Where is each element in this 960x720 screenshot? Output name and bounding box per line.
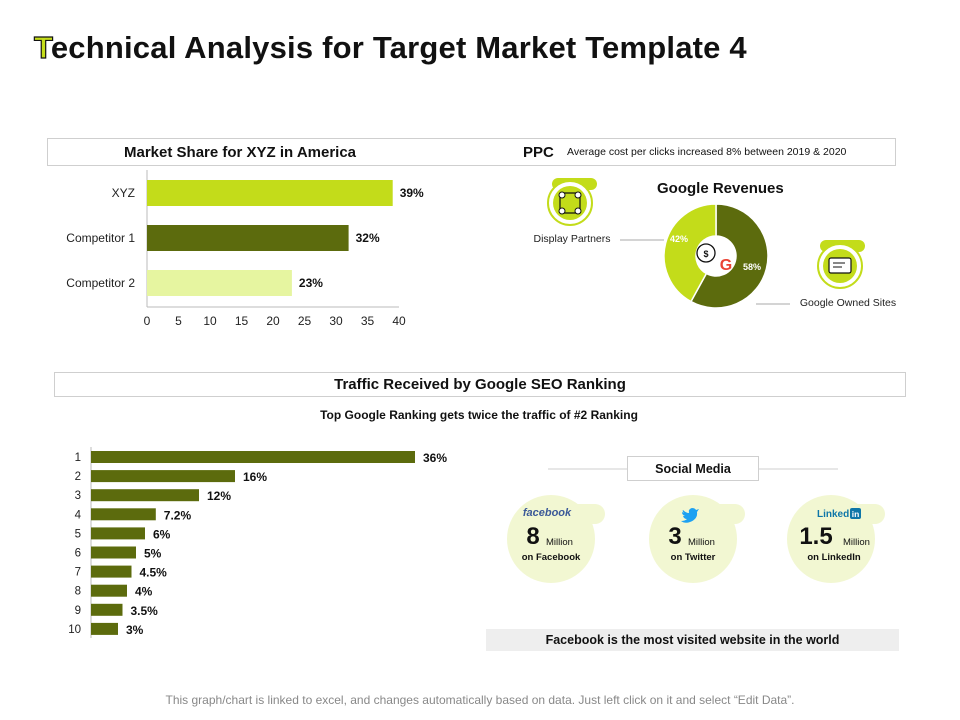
market-share-category-0: XYZ [112,186,135,200]
market-share-x-tick-1: 5 [175,314,182,328]
facebook-unit: Million [546,537,573,548]
network-node-1 [574,191,582,199]
market-share-x-tick-7: 35 [361,314,375,328]
google-owned-label: Google Owned Sites [800,297,896,309]
market-share-x-tick-6: 30 [329,314,343,328]
seo-header: Traffic Received by Google SEO Ranking [334,376,626,393]
seo-category-7: 8 [75,586,81,598]
seo-value-label-3: 7.2% [164,508,192,522]
market-share-x-tick-8: 40 [392,314,406,328]
seo-bar-3 [91,508,156,521]
ppc-description: Average cost per clicks increased 8% bet… [567,146,847,158]
seo-bar-5 [91,546,136,559]
seo-value-label-1: 16% [243,470,267,484]
page-title: Technical Analysis for Target Market Tem… [33,29,747,66]
market-share-chart: XYZ 39% Competitor 1 32% Competitor 2 23% 0 5 10… [66,170,424,328]
seo-bar-4 [91,527,145,540]
market-share-value-label-1: 32% [356,231,380,245]
market-share-category-2: Competitor 2 [66,276,135,290]
display-partners-label: Display Partners [533,233,610,245]
seo-category-2: 3 [75,490,81,502]
seo-category-9: 10 [68,624,81,636]
seo-value-label-7: 4% [135,585,153,599]
seo-category-0: 1 [75,452,81,464]
seo-bar-0 [91,451,415,463]
twitter-number: 3 [668,523,681,550]
google-revenues-label-0: 42% [670,234,688,244]
twitter-caption: on Twitter [671,552,716,563]
seo-ranking-chart: 1 36% 2 16% 3 12% 4 7.2% 5 6% 6 5% 7 4.5% 8 4% 9 3.5% 10 3% [68,447,447,638]
market-share-bar-1 [147,225,349,251]
network-icon [559,192,581,214]
linkedin-caption: on LinkedIn [807,552,861,563]
seo-header-box [54,372,906,397]
seo-category-8: 9 [75,605,81,617]
seo-value-label-9: 3% [126,623,144,637]
network-node-0 [558,191,566,199]
market-share-x-tick-2: 10 [203,314,217,328]
linkedin-in-box [850,508,861,519]
network-node-3 [574,207,582,215]
google-revenues-slice-0 [663,203,717,303]
facebook-caption: on Facebook [522,552,581,563]
market-share-title: Market Share for XYZ in America [124,144,357,161]
seo-value-label-0: 36% [423,451,447,465]
footer-note: This graph/chart is linked to excel, and… [165,693,795,707]
google-revenues-chart: 42% 58% $ G Display Partners Google Owned Sit… [533,178,896,309]
title-text: echnical Analysis for Target Market Temp… [50,30,747,65]
market-share-x-tick-3: 15 [235,314,249,328]
twitter-unit: Million [688,537,715,548]
svg-text:in: in [852,509,860,519]
certificate-icon [828,257,852,274]
linkedin-stat: Linked in 1.5 Million on LinkedIn [787,495,885,583]
seo-subtitle: Top Google Ranking gets twice the traffi… [320,408,638,422]
seo-category-4: 5 [75,528,81,540]
market-share-value-label-0: 39% [400,186,424,200]
twitter-bird-icon [681,508,699,523]
google-revenues-title: Google Revenues [657,180,784,197]
seo-category-6: 7 [75,567,81,579]
seo-category-5: 6 [75,548,81,560]
money-bag-symbol: $ [703,249,708,259]
seo-bar-1 [91,470,235,483]
ppc-label: PPC [523,144,554,161]
twitter-stat: 3 Million on Twitter [649,495,745,583]
linkedin-unit: Million [843,537,870,548]
social-circles: facebook 8 Million on Facebook 3 Million… [507,495,885,583]
title-first-letter: T [33,29,51,65]
google-g-icon: G [720,257,732,274]
seo-bar-8 [91,603,123,616]
seo-bar-6 [91,565,132,578]
facebook-stat: facebook 8 Million on Facebook [507,495,605,583]
seo-bar-7 [91,584,127,597]
seo-value-label-6: 4.5% [140,566,168,580]
linkedin-number: 1.5 [799,523,832,550]
seo-bar-2 [91,489,199,502]
google-revenues-label-1: 58% [743,262,761,272]
facebook-banner: Facebook is the most visited website in … [486,629,899,651]
seo-value-label-8: 3.5% [131,604,159,618]
social-media-header: Social Media [627,456,759,481]
display-partners-icon [553,186,587,220]
seo-category-3: 4 [75,509,82,521]
google-revenues-slice-1 [689,203,769,309]
linkedin-logo-text: Linked [817,509,849,520]
seo-value-label-2: 12% [207,489,231,503]
facebook-number: 8 [526,523,539,550]
market-share-category-1: Competitor 1 [66,231,135,245]
seo-value-label-4: 6% [153,527,171,541]
seo-bar-9 [91,622,118,635]
market-share-x-tick-4: 20 [266,314,280,328]
seo-value-label-5: 5% [144,547,162,561]
market-share-header-box [47,138,896,166]
market-share-value-label-2: 23% [299,276,323,290]
network-node-2 [558,207,566,215]
market-share-x-tick-0: 0 [144,314,151,328]
money-bag-icon [696,243,716,263]
market-share-bar-0 [147,180,393,206]
market-share-x-tick-5: 25 [298,314,312,328]
market-share-bar-2 [147,270,292,296]
seo-category-1: 2 [75,471,81,483]
facebook-logo: facebook [523,507,572,519]
